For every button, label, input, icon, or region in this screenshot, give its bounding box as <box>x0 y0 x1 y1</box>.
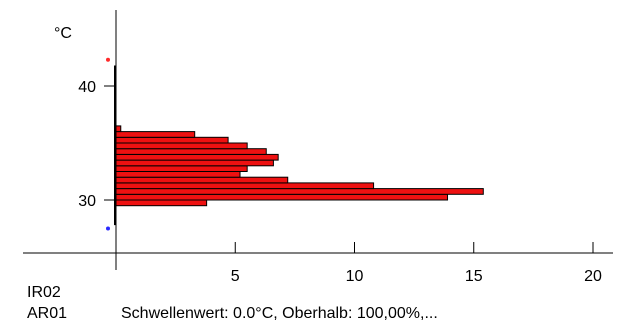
histogram-bar <box>115 159 274 167</box>
histogram-bar <box>115 153 279 161</box>
histogram-bar <box>115 142 248 150</box>
x-tick-label: 20 <box>584 268 602 285</box>
sensor-label-ir02: IR02 <box>27 284 61 301</box>
histogram-bar <box>115 171 241 178</box>
extreme-markers <box>106 57 110 231</box>
histogram-bar <box>115 136 229 144</box>
histogram-bar <box>115 199 208 207</box>
histogram-bar <box>115 188 484 195</box>
x-tick-label: 5 <box>231 268 240 285</box>
x-tick-label: 10 <box>346 268 364 285</box>
sensor-label-ar01: AR01 <box>27 305 67 322</box>
histogram-bars <box>114 65 484 226</box>
y-tick-label: 30 <box>78 193 96 210</box>
y-tick-label: 40 <box>78 79 96 96</box>
histogram-bar <box>115 131 196 138</box>
y-unit-label: °C <box>54 25 72 42</box>
y-axis-ticks: 30 40 <box>78 79 116 210</box>
x-tick-label: 15 <box>465 268 483 285</box>
threshold-summary: Schwellenwert: 0.0°C, Oberhalb: 100,00%,… <box>121 305 438 322</box>
histogram-bar <box>115 148 267 155</box>
histogram-bar <box>115 176 289 184</box>
histogram-bar <box>115 182 375 190</box>
histogram-bar <box>115 165 248 173</box>
min-marker <box>106 226 110 231</box>
max-marker <box>106 57 110 62</box>
histogram-bar <box>115 125 122 133</box>
histogram-bar <box>115 193 449 201</box>
x-axis-ticks: 5 10 15 20 <box>231 242 602 285</box>
